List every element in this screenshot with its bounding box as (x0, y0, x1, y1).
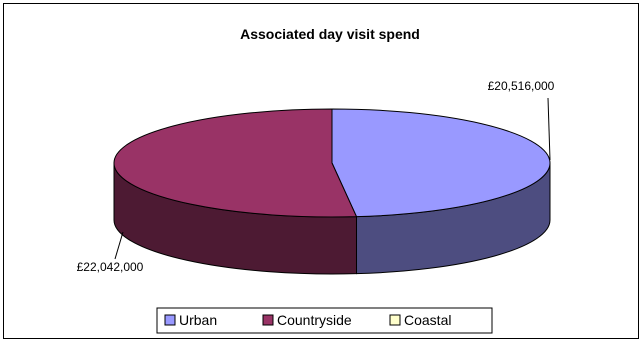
legend: Urban Countryside Coastal (156, 307, 493, 334)
pie-group: £20,516,000 £22,042,000 (77, 79, 555, 275)
legend-label-coastal: Coastal (404, 312, 451, 328)
data-label-countryside: £22,042,000 (77, 260, 144, 274)
legend-swatch-urban (164, 314, 176, 326)
legend-label-urban: Urban (179, 312, 217, 328)
legend-label-countryside: Countryside (277, 312, 352, 328)
legend-swatch-coastal (389, 314, 401, 326)
leader-line-countryside (114, 231, 124, 260)
pie-slice-countryside (113, 108, 358, 218)
legend-box (156, 307, 493, 334)
legend-swatch-countryside (262, 314, 274, 326)
data-label-urban: £20,516,000 (488, 79, 555, 93)
chart-title: Associated day visit spend (240, 26, 420, 42)
leader-line-urban (547, 97, 551, 161)
